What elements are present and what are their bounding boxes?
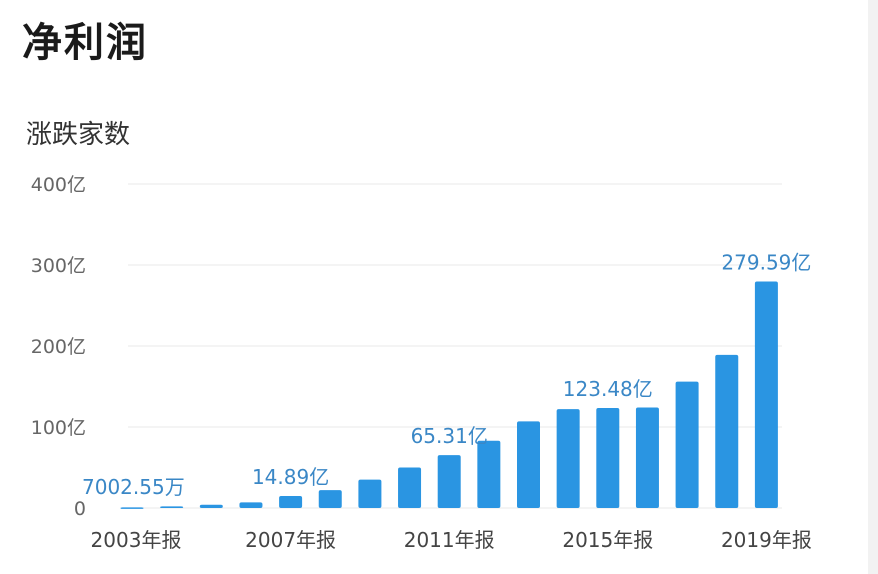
x-tick-label: 2003年报 xyxy=(91,528,182,552)
page-title: 净利润 xyxy=(22,20,148,66)
y-tick-label: 100亿 xyxy=(31,417,86,439)
bar xyxy=(199,504,223,508)
bar xyxy=(596,407,620,508)
bar xyxy=(635,407,659,508)
data-label: 65.31亿 xyxy=(411,424,488,448)
bar xyxy=(437,455,461,508)
bar xyxy=(477,440,501,508)
bar xyxy=(120,507,144,509)
bar xyxy=(675,381,699,508)
data-label: 123.48亿 xyxy=(563,377,653,401)
chart-subtitle: 涨跌家数 xyxy=(26,120,131,150)
y-tick-label: 200亿 xyxy=(31,336,86,358)
x-tick-label: 2015年报 xyxy=(562,528,653,552)
bar xyxy=(556,409,580,508)
y-tick-label: 300亿 xyxy=(31,255,86,277)
y-tick-label: 400亿 xyxy=(31,174,86,196)
bar xyxy=(715,354,739,508)
y-tick-label: 0 xyxy=(74,498,86,520)
bar xyxy=(318,490,342,508)
data-label: 14.89亿 xyxy=(252,465,329,489)
bar xyxy=(517,421,540,508)
x-tick-label: 2011年报 xyxy=(404,528,495,552)
bar xyxy=(754,281,778,508)
bar xyxy=(239,502,263,508)
bar xyxy=(358,479,382,508)
data-label: 279.59亿 xyxy=(721,251,811,275)
scrollbar-edge xyxy=(868,0,878,574)
x-tick-label: 2007年报 xyxy=(245,528,336,552)
x-tick-label: 2019年报 xyxy=(721,528,812,552)
bar xyxy=(398,467,422,508)
bar xyxy=(279,495,303,508)
bar xyxy=(160,506,184,508)
data-label: 7002.55万 xyxy=(82,475,185,499)
